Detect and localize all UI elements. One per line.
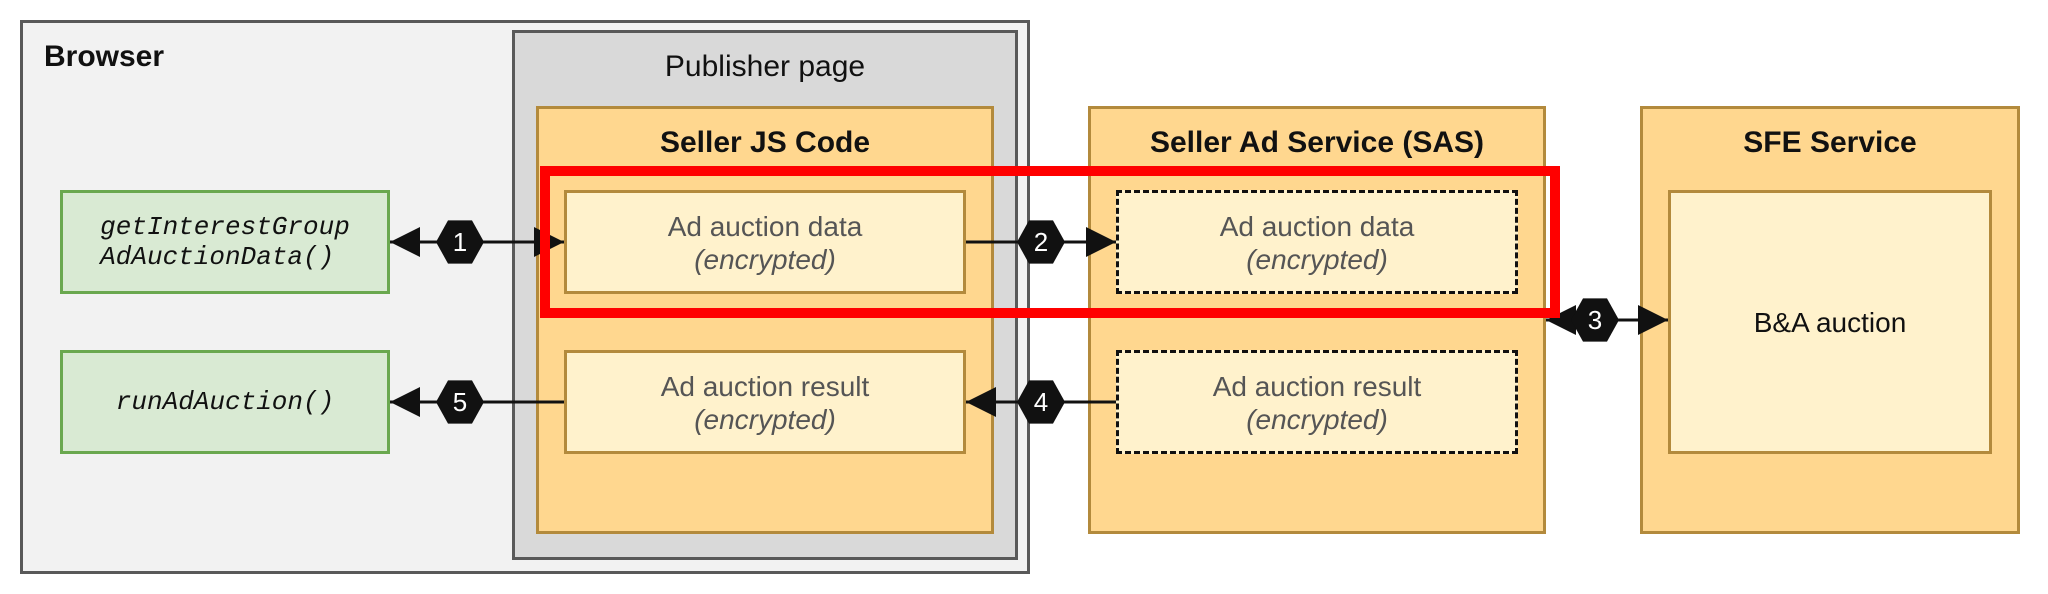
step-5: 5 [436,378,484,426]
step-3: 3 [1571,296,1619,344]
run-ad-auction-text: runAdAuction() [102,387,348,417]
sas-auction-result: Ad auction result (encrypted) [1116,350,1518,454]
sas-label: Seller Ad Service (SAS) [1088,126,1546,160]
step-4: 4 [1017,378,1065,426]
step-1: 1 [436,218,484,266]
js-auction-result-line2: (encrypted) [694,404,836,436]
sas-auction-result-line2: (encrypted) [1246,404,1388,436]
seller-js-label: Seller JS Code [536,126,994,160]
sfe-label: SFE Service [1640,126,2020,160]
sas-auction-result-line1: Ad auction result [1213,369,1422,404]
get-interest-group-text: getInterestGroupAdAuctionData() [86,212,364,272]
run-ad-auction: runAdAuction() [60,350,390,454]
step-2: 2 [1017,218,1065,266]
get-interest-group: getInterestGroupAdAuctionData() [60,190,390,294]
browser-label: Browser [44,40,164,74]
ba-auction: B&A auction [1668,190,1992,454]
ba-auction-text: B&A auction [1754,305,1907,340]
publisher-label: Publisher page [512,50,1018,84]
js-auction-result-line1: Ad auction result [661,369,870,404]
js-auction-result: Ad auction result (encrypted) [564,350,966,454]
